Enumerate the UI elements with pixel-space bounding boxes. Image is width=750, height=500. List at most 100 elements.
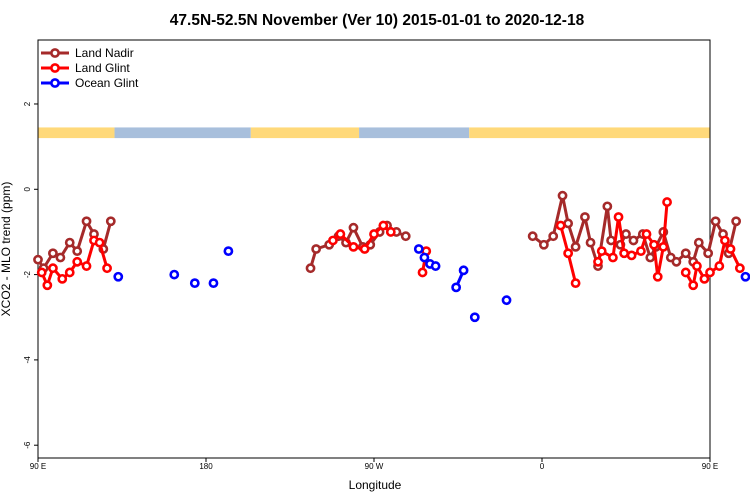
land-glint-point	[570, 278, 581, 289]
land-nadir-point	[703, 248, 714, 259]
land-glint-point	[593, 256, 603, 267]
x-tick-label: 90 E	[702, 462, 718, 471]
x-tick-label: 180	[199, 462, 213, 471]
series-layer	[33, 190, 750, 323]
land-nadir-point	[305, 263, 316, 274]
legend-label: Land Glint	[75, 61, 130, 75]
x-tick-label: 90 E	[30, 462, 46, 471]
ocean-glint-series	[113, 244, 750, 323]
land-nadir-point	[585, 237, 596, 248]
land-glint-point	[613, 212, 624, 222]
land-glint-point	[641, 229, 652, 239]
land-glint-point	[378, 220, 389, 231]
land-nadir-point	[55, 252, 66, 263]
land-nadir-point	[621, 229, 631, 239]
land-glint-point	[636, 246, 646, 257]
legend-item-ocean-glint: Ocean Glint	[41, 76, 139, 90]
land-glint-point	[688, 280, 699, 291]
land-nadir-point	[538, 239, 549, 250]
legend-swatch-marker	[50, 63, 60, 73]
ocean-glint-point	[451, 282, 462, 293]
land-glint-point	[42, 280, 53, 291]
land-glint-point	[619, 248, 630, 259]
land-glint-point	[649, 239, 659, 250]
ocean-glint-point	[419, 252, 430, 263]
land-glint-point	[608, 252, 618, 263]
land-glint-point	[725, 244, 736, 254]
ocean-glint-point	[208, 278, 219, 289]
land-nadir-point	[645, 252, 656, 263]
land-nadir-point	[693, 237, 704, 248]
land-nadir-point	[311, 244, 322, 254]
ocean-glint-point	[169, 269, 180, 280]
land-nadir-point	[602, 201, 613, 212]
land-nadir-point	[105, 216, 116, 227]
y-axis: 2 0 -2 -4 -6	[23, 101, 38, 449]
land-glint-point	[64, 267, 75, 278]
land-glint-point	[385, 227, 396, 237]
land-nadir-point	[570, 241, 581, 252]
land-glint-point	[692, 261, 702, 271]
land-glint-point	[596, 246, 607, 257]
land-glint-point	[94, 237, 105, 248]
legend-item-land-glint: Land Glint	[41, 61, 130, 75]
legend-item-land-nadir: Land Nadir	[41, 46, 134, 60]
land-glint-point	[705, 267, 715, 278]
chart-title: 47.5N-52.5N November (Ver 10) 2015-01-01…	[170, 12, 585, 29]
ocean-glint-point	[740, 271, 750, 282]
land-glint-point	[72, 256, 83, 267]
land-nadir-point	[710, 216, 721, 227]
land-glint-point	[734, 263, 745, 274]
y-tick-label: 0	[23, 187, 32, 192]
land-nadir-point	[628, 235, 639, 246]
land-glint-point	[36, 267, 47, 278]
land-band-segment	[250, 127, 360, 139]
land-band-segment	[469, 127, 710, 139]
land-band-segment	[38, 127, 115, 139]
land-glint-point	[328, 235, 338, 246]
legend-label: Ocean Glint	[75, 76, 139, 90]
y-tick-label: 2	[23, 101, 32, 106]
ocean-glint-point	[430, 261, 441, 271]
land-glint-point	[699, 273, 710, 284]
land-nadir-point	[81, 216, 92, 227]
land-ocean-band	[38, 127, 710, 139]
ocean-glint-point	[189, 278, 200, 289]
x-tick-label: 90 W	[365, 462, 384, 471]
plot-frame	[37, 39, 711, 459]
land-glint-point	[563, 248, 574, 259]
land-glint-point	[102, 263, 112, 274]
land-glint-point	[555, 220, 566, 231]
land-glint-point	[658, 241, 669, 252]
land-nadir-point	[33, 254, 43, 265]
land-glint-point	[417, 267, 428, 278]
land-glint-point	[714, 261, 725, 271]
land-glint-series	[36, 197, 745, 291]
land-glint-point	[662, 197, 672, 207]
land-nadir-point	[48, 248, 58, 259]
land-glint-point	[335, 229, 346, 239]
land-glint-point	[369, 229, 379, 239]
land-glint-point	[626, 250, 637, 261]
legend-label: Land Nadir	[75, 46, 134, 60]
ocean-glint-point	[413, 244, 424, 254]
ocean-glint-point	[223, 246, 234, 257]
land-nadir-point	[563, 218, 574, 229]
ocean-glint-point	[113, 271, 124, 282]
land-glint-point	[57, 273, 68, 284]
land-nadir-point	[680, 248, 691, 259]
ocean-band-segment	[114, 127, 251, 139]
land-nadir-point	[731, 216, 742, 227]
land-glint-point	[81, 261, 92, 271]
land-nadir-point	[348, 222, 359, 233]
land-nadir-point	[580, 212, 590, 222]
land-nadir-point	[557, 190, 568, 201]
land-nadir-point	[527, 231, 538, 242]
y-tick-label: -6	[23, 441, 32, 449]
ocean-glint-point	[469, 312, 480, 323]
ocean-glint-point	[458, 265, 469, 276]
land-nadir-point	[72, 246, 83, 257]
land-glint-point	[359, 244, 370, 254]
